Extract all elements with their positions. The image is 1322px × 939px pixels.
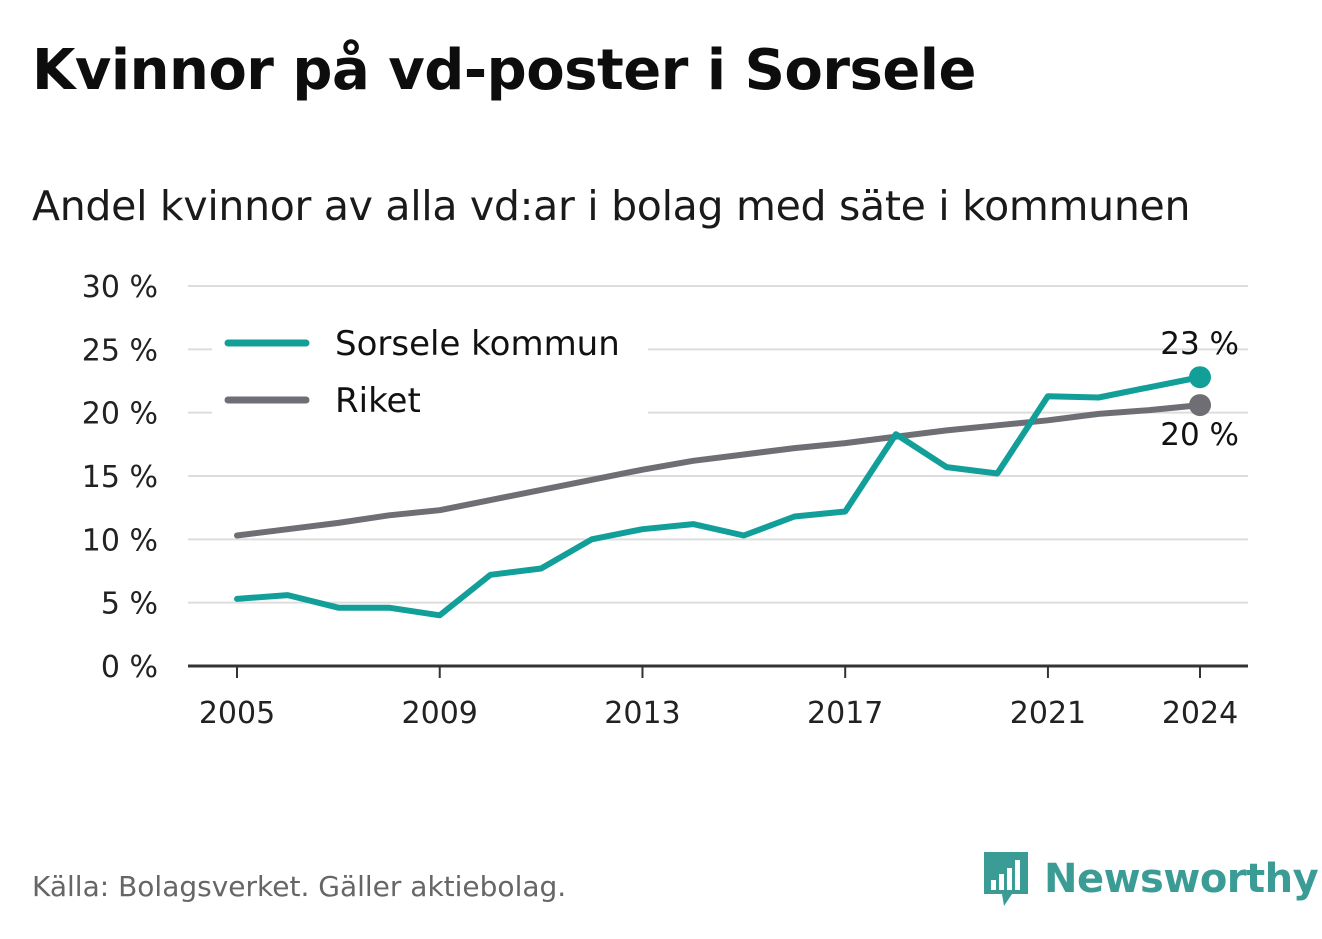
y-tick-label: 25 % (82, 333, 158, 368)
legend-label: Sorsele kommun (335, 324, 620, 364)
end-label-riket: 20 % (1160, 417, 1239, 453)
series-line-sorsele (234, 374, 1203, 619)
legend-background (212, 318, 648, 428)
newsworthy-logo: Newsworthy (982, 850, 1319, 908)
y-tick-label: 10 % (82, 523, 158, 558)
x-tick-label: 2017 (807, 696, 883, 731)
end-point-riket (1189, 394, 1211, 417)
x-tick-label: 2005 (199, 696, 275, 731)
logo-text: Newsworthy (1044, 856, 1319, 902)
end-point-sorsele (1189, 366, 1211, 389)
end-label-sorsele: 23 % (1160, 326, 1239, 362)
x-tick-label: 2009 (402, 696, 478, 731)
y-tick-label: 20 % (82, 397, 158, 432)
x-tick-label: 2013 (604, 696, 680, 731)
series-line-riket (234, 402, 1203, 539)
y-axis-tick-labels: 0 % 5 % 10 % 15 % 20 % 25 % 30 % (82, 270, 158, 685)
x-axis: 2005 2009 2013 2017 2021 2024 (188, 664, 1248, 731)
legend: Sorsele kommun Riket (212, 318, 648, 428)
y-tick-label: 30 % (82, 270, 158, 305)
end-labels: 23 % 20 % (1160, 326, 1239, 453)
series-lines (234, 366, 1211, 619)
x-tick-label: 2021 (1010, 696, 1086, 731)
y-tick-label: 5 % (101, 587, 158, 622)
chart-title: Kvinnor på vd-poster i Sorsele (32, 38, 976, 103)
y-tick-label: 15 % (82, 460, 158, 495)
chart-subtitle: Andel kvinnor av alla vd:ar i bolag med … (32, 182, 1191, 230)
legend-label: Riket (335, 381, 421, 421)
x-tick-label: 2024 (1162, 696, 1238, 731)
y-tick-label: 0 % (101, 650, 158, 685)
bar-chart-speech-bubble-icon (984, 852, 1028, 906)
source-note: Källa: Bolagsverket. Gäller aktiebolag. (32, 870, 567, 903)
